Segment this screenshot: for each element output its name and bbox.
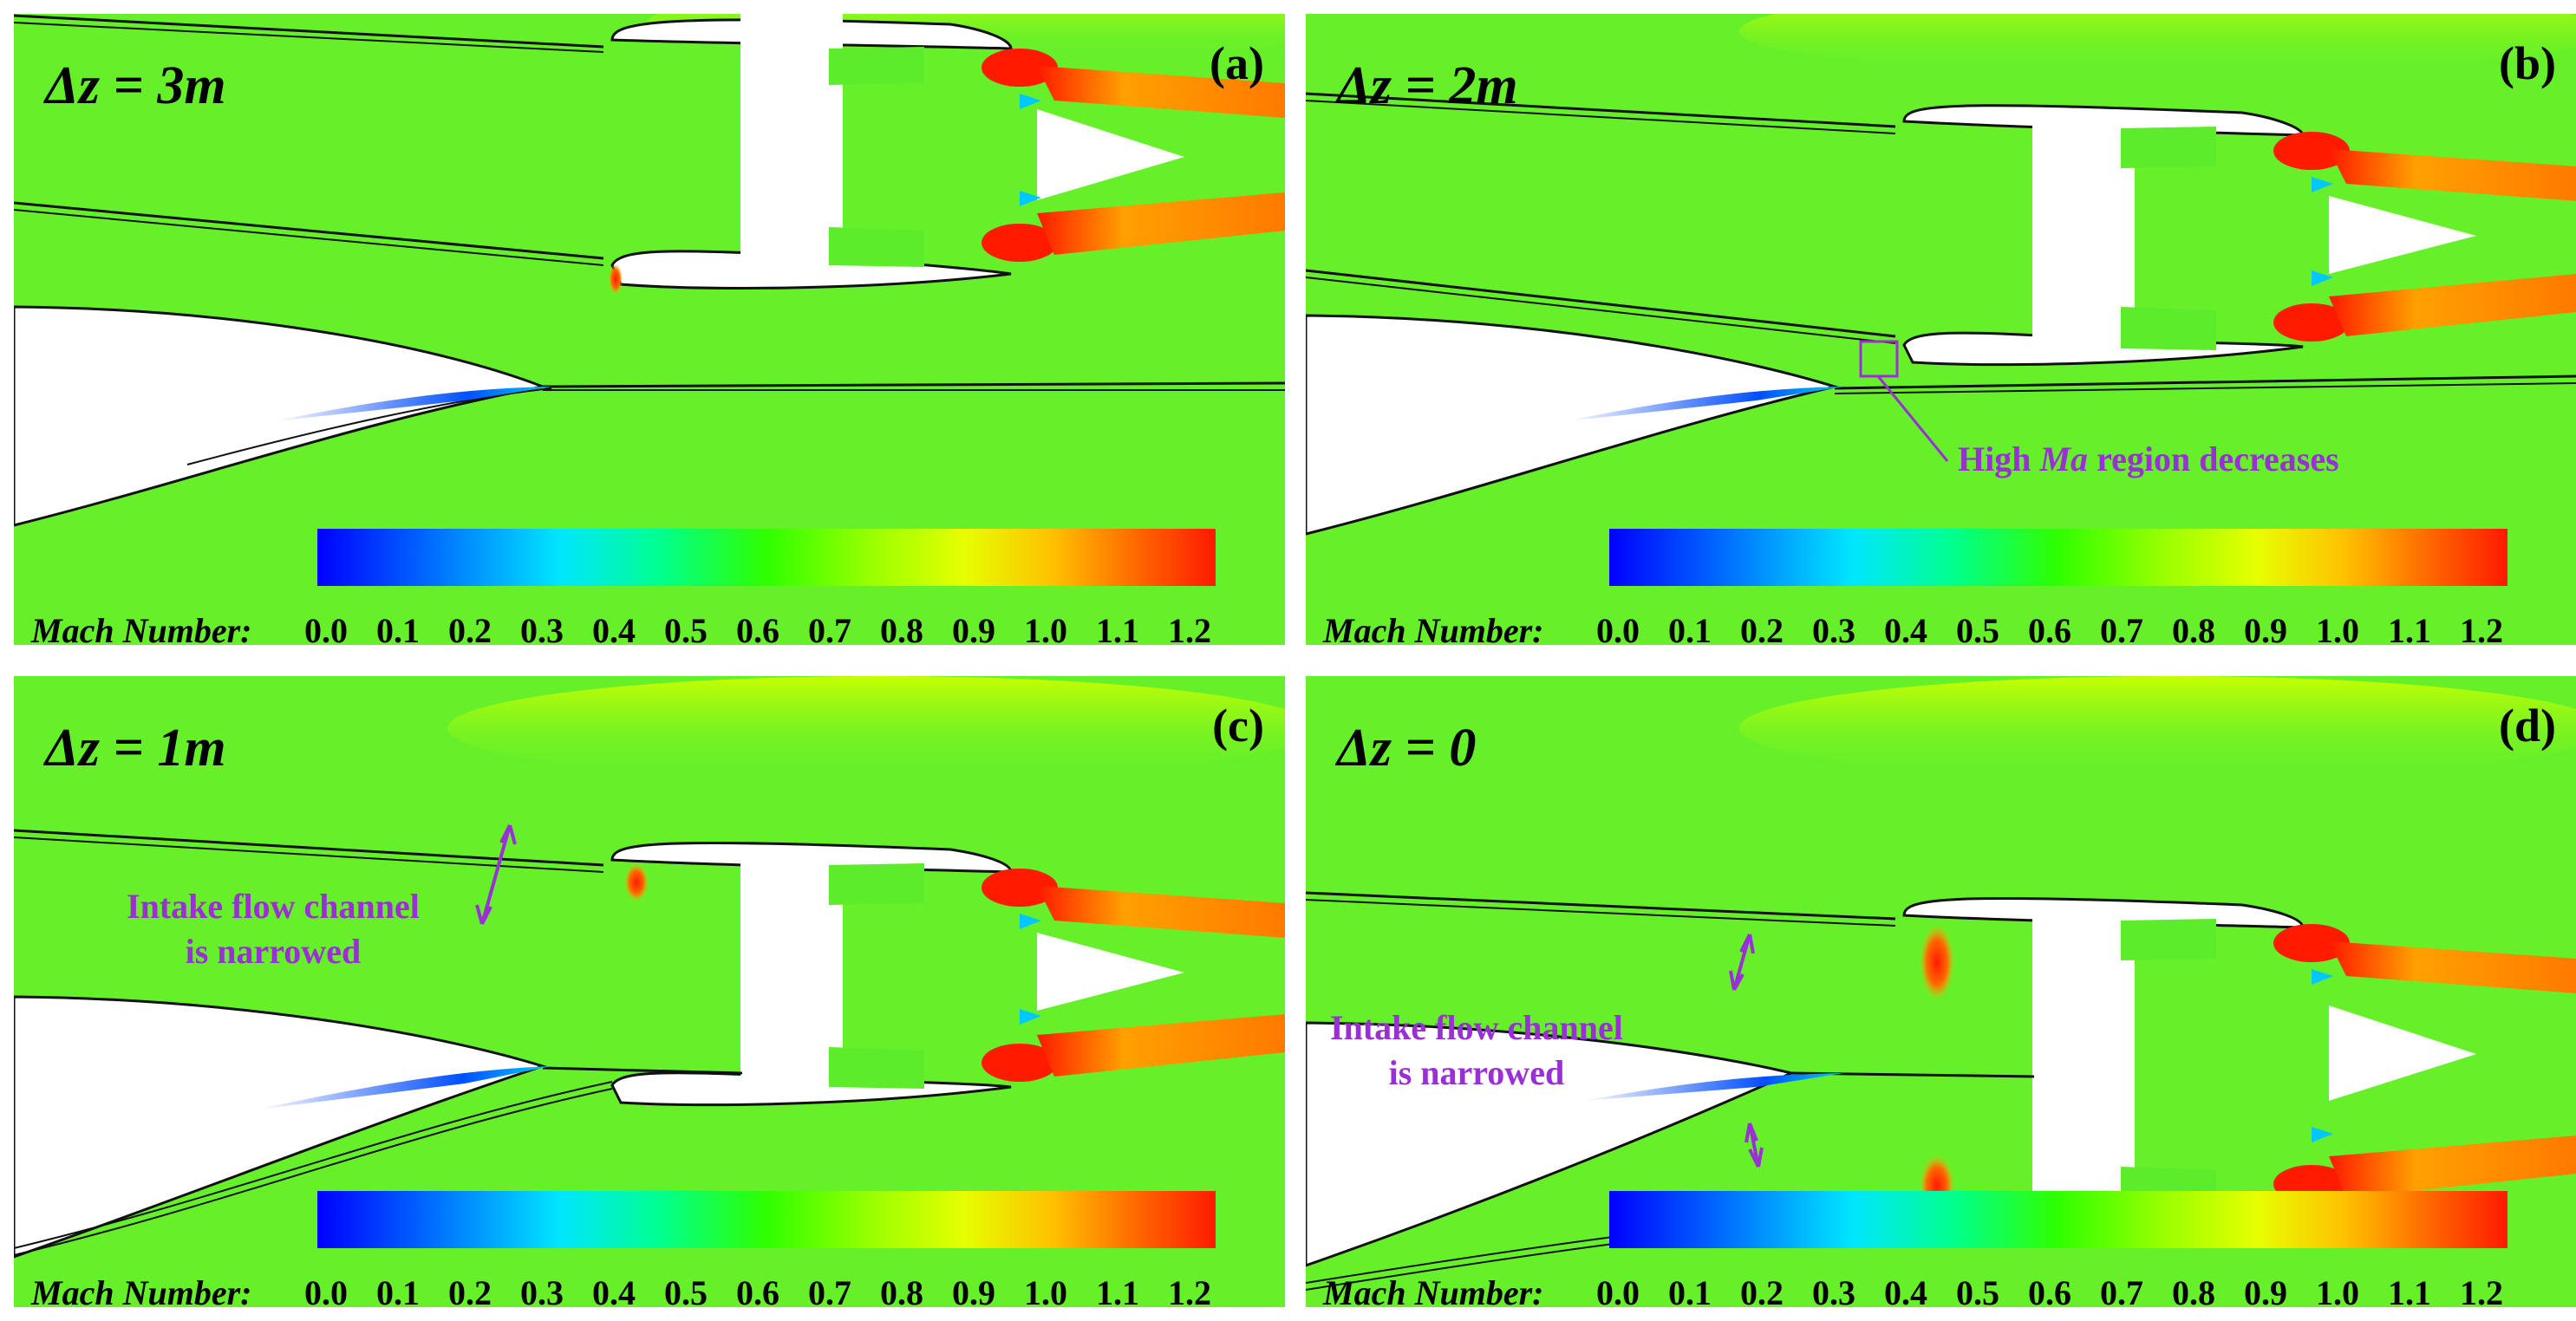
colorbar-tick: 0.6 [736,611,779,645]
colorbar-tick: 0.9 [2244,611,2287,645]
annotation-suffix: region decreases [2088,439,2339,478]
colorbar-tick: 0.4 [592,611,636,645]
colorbar-tick: 0.3 [520,611,564,645]
colorbar-tick: 0.5 [664,1273,708,1307]
colorbar-tick: 0.7 [808,611,851,645]
colorbar-tick: 0.3 [520,1273,564,1307]
colorbar-tick: 0.8 [2172,611,2215,645]
annotation-line: Intake flow channel [1330,1008,1623,1047]
colorbar-tick: 0.0 [1596,1273,1640,1307]
colorbar-tick: 0.8 [880,1273,923,1307]
colorbar-title: Mach Number: [1323,1273,1544,1307]
colorbar [317,1191,1216,1248]
colorbar-tick: 0.4 [1884,1273,1927,1307]
colorbar-tick: 0.8 [2172,1273,2215,1307]
annotation-prefix: High [1958,439,2040,478]
colorbar-tick: 1.2 [1168,1273,1211,1307]
colorbar-tick: 0.5 [664,611,708,645]
colorbar-tick: 0.5 [1956,1273,1999,1307]
delta-z-label: Δz = 3m [45,56,226,115]
annotation-line: is narrowed [185,932,362,971]
colorbar-tick: 0.1 [1668,611,1712,645]
colorbar-tick: 1.2 [1168,611,1211,645]
panel-label: (b) [2499,37,2556,89]
colorbar-tick: 0.2 [448,611,492,645]
colorbar-tick: 0.1 [376,1273,420,1307]
annotation-line: is narrowed [1388,1053,1565,1092]
colorbar-tick: 0.6 [2028,611,2071,645]
colorbar-tick: 0.3 [1812,611,1855,645]
colorbar-tick: 0.0 [1596,611,1640,645]
annotation-line: Intake flow channel [127,887,420,926]
colorbar-tick: 0.1 [1668,1273,1712,1307]
colorbar-tick: 1.2 [2460,1273,2503,1307]
colorbar-tick: 1.1 [1096,1273,1139,1307]
colorbar-tick: 0.5 [1956,611,1999,645]
annotation-narrowed: Intake flow channel is narrowed [127,884,420,974]
colorbar-tick: 0.2 [1740,1273,1784,1307]
panel-d: Δz = 0 (d) Intake flow channel is narrow… [1306,676,2576,1307]
panel-label: (d) [2499,700,2556,752]
panel-label: (a) [1210,37,1264,89]
delta-z-label: Δz = 1m [45,719,226,778]
colorbar-tick: 0.0 [304,611,348,645]
colorbar-tick: 1.0 [2316,1273,2359,1307]
colorbar-tick: 0.3 [1812,1273,1855,1307]
colorbar-tick: 0.8 [880,611,923,645]
colorbar-tick: 1.0 [1024,611,1067,645]
colorbar-tick: 0.1 [376,611,420,645]
colorbar [1609,529,2508,586]
panel-b: Δz = 2m (b) High Ma region decreases Mac… [1306,14,2576,645]
colorbar-tick: 1.0 [2316,611,2359,645]
colorbar [1609,1191,2508,1248]
panel-a: Δz = 3m (a) Mach Number: 0.0 0.1 0.2 0.3… [14,14,1285,645]
colorbar-tick: 1.2 [2460,611,2503,645]
colorbar-tick: 0.9 [952,611,995,645]
colorbar-tick: 0.4 [1884,611,1927,645]
colorbar-tick: 0.2 [1740,611,1784,645]
colorbar-tick: 1.0 [1024,1273,1067,1307]
colorbar-tick: 0.7 [808,1273,851,1307]
colorbar-tick: 0.6 [736,1273,779,1307]
colorbar-title: Mach Number: [31,1273,252,1307]
colorbar [317,529,1216,586]
colorbar-tick: 0.9 [2244,1273,2287,1307]
colorbar-tick: 0.7 [2100,611,2143,645]
colorbar-tick: 0.4 [592,1273,636,1307]
delta-z-label: Δz = 2m [1337,56,1518,115]
colorbar-tick: 0.7 [2100,1273,2143,1307]
delta-z-label: Δz = 0 [1337,719,1477,778]
colorbar-tick: 0.0 [304,1273,348,1307]
colorbar-title: Mach Number: [31,611,252,645]
colorbar-tick: 0.9 [952,1273,995,1307]
colorbar-tick: 1.1 [1096,611,1139,645]
annotation-emphasis: Ma [2039,439,2089,478]
colorbar-title: Mach Number: [1323,611,1544,645]
colorbar-tick: 1.1 [2388,1273,2431,1307]
colorbar-tick: 0.6 [2028,1273,2071,1307]
panel-label: (c) [1212,700,1264,752]
colorbar-tick: 0.2 [448,1273,492,1307]
annotation-high-ma: High Ma region decreases [1958,437,2339,482]
annotation-narrowed: Intake flow channel is narrowed [1330,1005,1623,1096]
colorbar-tick: 1.1 [2388,611,2431,645]
panel-c: Δz = 1m (c) Intake flow channel is narro… [14,676,1285,1307]
